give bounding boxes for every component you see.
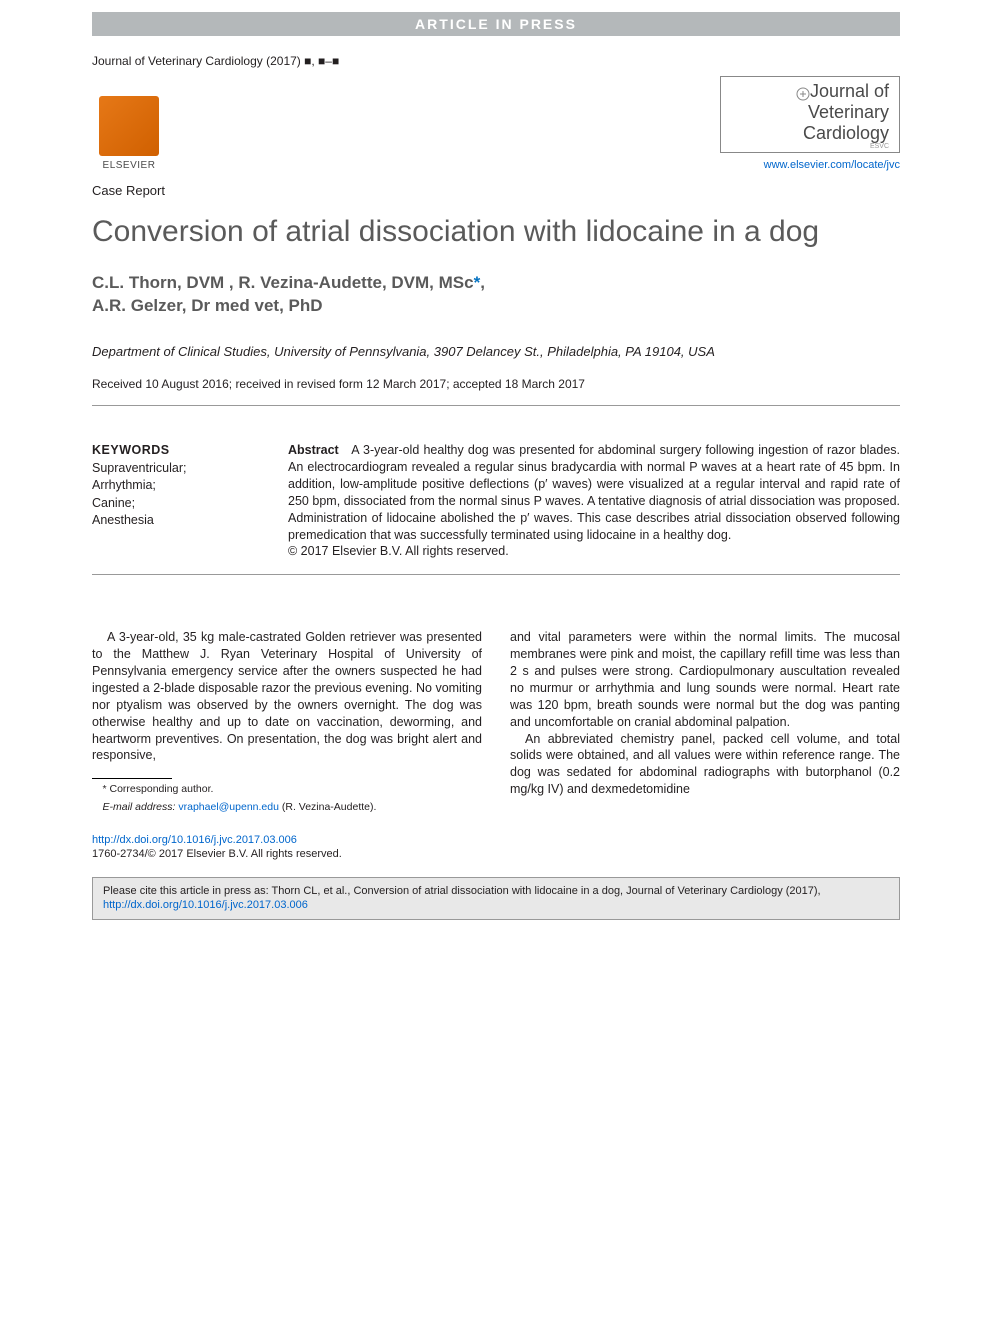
article-in-press-banner: ARTICLE IN PRESS xyxy=(92,12,900,36)
footnote-email-link[interactable]: vraphael@upenn.edu xyxy=(178,801,279,813)
citation-doi-link[interactable]: http://dx.doi.org/10.1016/j.jvc.2017.03.… xyxy=(103,899,308,911)
page-content: Journal of Veterinary Cardiology (2017) … xyxy=(0,36,992,861)
article-title: Conversion of atrial dissociation with l… xyxy=(92,214,900,250)
elsevier-logo[interactable]: ELSEVIER xyxy=(92,87,166,171)
keyword-4: Anesthesia xyxy=(92,512,260,530)
journal-logo-line3: Cardiology xyxy=(731,123,889,144)
abstract-column: Abstract A 3-year-old healthy dog was pr… xyxy=(288,442,900,560)
header-row: Journal of Veterinary Cardiology (2017) … xyxy=(92,54,900,68)
keyword-1: Supraventricular; xyxy=(92,460,260,478)
citation-text: Please cite this article in press as: Th… xyxy=(103,885,821,897)
journal-logo-line1: Journal of xyxy=(810,81,889,101)
body-column-right: and vital parameters were within the nor… xyxy=(510,629,900,814)
affiliation: Department of Clinical Studies, Universi… xyxy=(92,344,900,361)
body-column-left: A 3-year-old, 35 kg male-castrated Golde… xyxy=(92,629,482,814)
journal-logo-sub: ESVC xyxy=(731,143,889,150)
body-left-p1: A 3-year-old, 35 kg male-castrated Golde… xyxy=(92,629,482,764)
abstract-block: KEYWORDS Supraventricular; Arrhythmia; C… xyxy=(92,442,900,560)
journal-url-link[interactable]: www.elsevier.com/locate/jvc xyxy=(720,159,900,171)
body-right-p2: An abbreviated chemistry panel, packed c… xyxy=(510,731,900,799)
journal-logo-wrapper: Journal of Veterinary Cardiology ESVC ww… xyxy=(720,76,900,171)
keywords-column: KEYWORDS Supraventricular; Arrhythmia; C… xyxy=(92,442,260,560)
issn-copyright: 1760-2734/© 2017 Elsevier B.V. All right… xyxy=(92,847,900,861)
doi-link[interactable]: http://dx.doi.org/10.1016/j.jvc.2017.03.… xyxy=(92,833,900,847)
logos-row: ELSEVIER Journal of Veterinary Cardiolog… xyxy=(92,76,900,171)
footnote-email-attr: (R. Vezina-Audette). xyxy=(279,801,376,813)
footnote-separator xyxy=(92,778,172,779)
elsevier-text: ELSEVIER xyxy=(103,160,156,171)
footnote-email: E-mail address: vraphael@upenn.edu (R. V… xyxy=(92,801,482,815)
authors-block: C.L. Thorn, DVM , R. Vezina-Audette, DVM… xyxy=(92,272,900,318)
corresponding-asterisk: * xyxy=(474,273,481,292)
abstract-copyright: © 2017 Elsevier B.V. All rights reserved… xyxy=(288,543,900,560)
article-type: Case Report xyxy=(92,183,900,198)
keywords-heading: KEYWORDS xyxy=(92,442,260,460)
citation-box: Please cite this article in press as: Th… xyxy=(92,877,900,920)
abstract-body: A 3-year-old healthy dog was presented f… xyxy=(288,443,900,541)
divider-1 xyxy=(92,405,900,406)
journal-logo-box: Journal of Veterinary Cardiology ESVC xyxy=(720,76,900,153)
authors-line2: A.R. Gelzer, Dr med vet, PhD xyxy=(92,296,323,315)
article-dates: Received 10 August 2016; received in rev… xyxy=(92,377,900,391)
keyword-2: Arrhythmia; xyxy=(92,477,260,495)
footer-area: http://dx.doi.org/10.1016/j.jvc.2017.03.… xyxy=(92,833,900,862)
journal-logo-line2: Veterinary xyxy=(731,102,889,123)
body-right-p1: and vital parameters were within the nor… xyxy=(510,629,900,730)
footnote-email-label: E-mail address: xyxy=(103,801,176,813)
abstract-label: Abstract xyxy=(288,443,339,457)
footnote-corresponding: * Corresponding author. xyxy=(92,783,482,797)
authors-line1: C.L. Thorn, DVM , R. Vezina-Audette, DVM… xyxy=(92,273,474,292)
journal-reference: Journal of Veterinary Cardiology (2017) … xyxy=(92,54,339,68)
elsevier-tree-icon xyxy=(99,96,159,156)
body-columns: A 3-year-old, 35 kg male-castrated Golde… xyxy=(92,629,900,814)
keyword-3: Canine; xyxy=(92,495,260,513)
divider-2 xyxy=(92,574,900,575)
crossmark-icon xyxy=(796,87,810,101)
